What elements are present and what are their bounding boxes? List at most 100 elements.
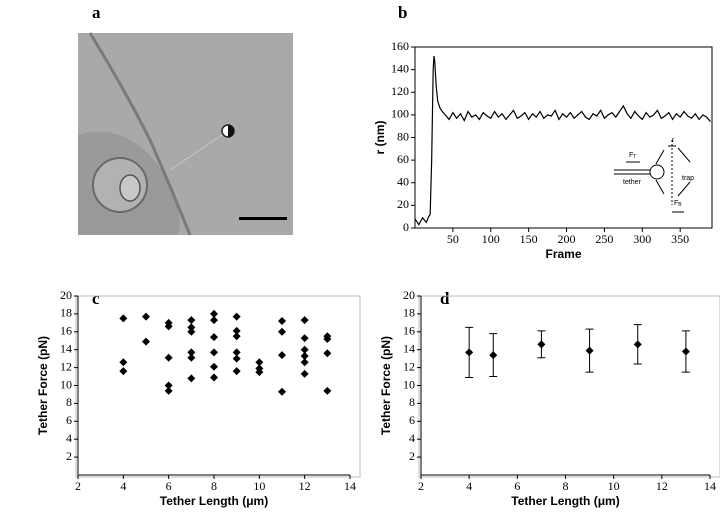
y-tick-label: 6 [66,413,72,427]
y-tick-label: 0 [403,220,409,234]
inset-label: tether [623,179,642,186]
data-point [232,348,241,357]
data-point [255,358,264,367]
x-tick-label: 4 [466,479,472,493]
y-tick-label: 6 [409,413,415,427]
y-tick-label: 18 [403,306,415,320]
x-tick-label: 10 [253,479,265,493]
data-point [232,312,241,321]
data-point [300,351,309,360]
data-point [323,349,332,358]
data-point [633,340,642,349]
plot-frame [75,295,361,478]
y-tick-label: 140 [391,61,409,75]
data-point [585,346,594,355]
data-point [142,312,150,321]
y-axis-label: r (nm) [373,121,387,155]
y-tick-label: 8 [66,395,72,409]
x-tick-label: 4 [120,479,126,493]
data-point [300,358,309,367]
data-point [681,347,690,356]
data-point [300,316,309,325]
inset-label: F [674,200,678,207]
panel-label: b [398,3,407,22]
data-point [119,358,128,367]
plot-frame [418,295,720,478]
x-tick-label: 14 [344,479,356,493]
data-point [232,332,241,341]
data-point [210,309,218,318]
data-point [187,348,196,357]
y-tick-label: 4 [409,431,415,445]
y-tick-label: 2 [409,449,415,463]
x-tick-label: 12 [656,479,668,493]
y-tick-label: 40 [397,175,409,189]
x-tick-label: 350 [671,232,689,246]
data-point [210,348,218,357]
data-point [164,353,173,362]
data-point [323,334,332,343]
y-tick-label: 100 [391,107,409,121]
data-point [187,374,196,383]
panel-label: c [92,289,100,308]
plot-frame [414,46,713,229]
data-point [278,351,286,360]
data-point [278,317,286,326]
data-point [187,353,196,362]
y-tick-label: 16 [403,324,415,338]
data-point [119,314,128,323]
y-tick-label: 18 [60,306,72,320]
x-tick-label: 200 [558,232,576,246]
x-axis-label: Tether Length (μm) [511,494,619,508]
data-point [210,373,218,382]
x-tick-label: 2 [418,479,424,493]
data-point [323,386,332,395]
data-point [164,386,173,395]
x-axis-label: Frame [545,247,581,261]
data-point [187,316,196,325]
x-tick-label: 8 [211,479,217,493]
data-point [232,367,241,376]
data-point [164,322,173,331]
data-point [210,333,218,342]
y-tick-label: 8 [409,395,415,409]
y-tick-label: 10 [60,377,72,391]
y-tick-label: 12 [403,359,415,373]
data-point [232,354,241,363]
inset-label: B [678,202,682,208]
y-tick-label: 80 [397,129,409,143]
data-point [187,323,196,332]
x-tick-label: 300 [633,232,651,246]
y-axis-label: Tether Force (pN) [379,336,393,435]
data-point [300,334,309,343]
y-tick-label: 10 [403,377,415,391]
x-axis-label: Tether Length (μm) [160,494,268,508]
y-tick-label: 120 [391,84,409,98]
y-axis-label: Tether Force (pN) [36,336,50,435]
data-point [232,326,241,335]
data-point [489,351,498,360]
inset-label: r [672,137,675,144]
y-tick-label: 12 [60,359,72,373]
y-tick-label: 14 [403,341,415,355]
data-point [255,368,264,377]
inset-label: trap [682,175,694,182]
x-tick-label: 8 [563,479,569,493]
data-point [187,327,196,336]
micrograph [78,32,293,236]
inset-diagram: FT tether trap r FB [614,137,694,213]
data-point [210,362,218,371]
x-tick-label: 6 [514,479,520,493]
data-point [537,340,546,349]
data-point [465,348,474,357]
x-tick-label: 100 [482,232,500,246]
data-line [414,55,711,226]
inset-label: FB [674,200,682,208]
x-tick-label: 2 [75,479,81,493]
x-tick-label: 150 [520,232,538,246]
x-tick-label: 50 [447,232,459,246]
y-tick-label: 20 [403,288,415,302]
y-tick-label: 60 [397,152,409,166]
y-tick-label: 16 [60,324,72,338]
